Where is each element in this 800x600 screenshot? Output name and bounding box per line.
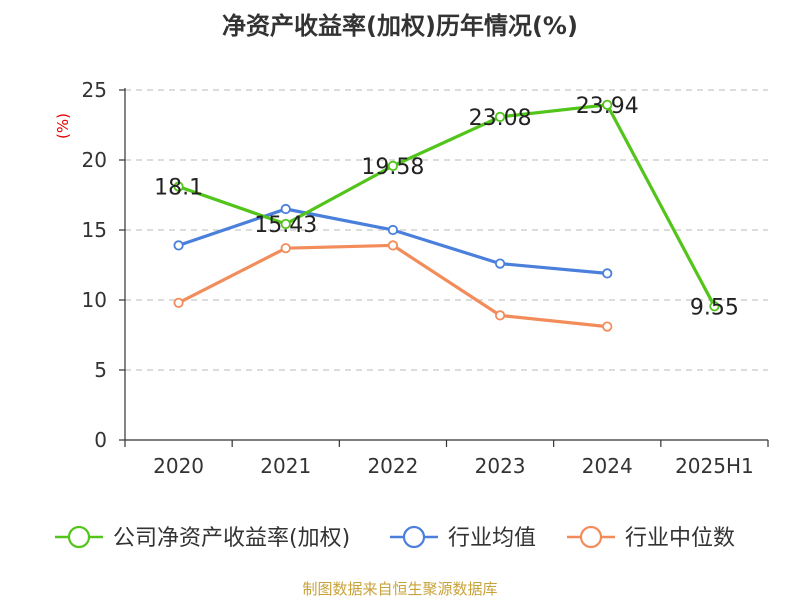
data-point xyxy=(173,240,184,251)
data-point xyxy=(387,240,399,251)
series-lines xyxy=(173,99,720,332)
data-point xyxy=(280,203,291,215)
legend-label: 公司净资产收益率(加权) xyxy=(113,526,350,551)
x-tick-label: 2022 xyxy=(367,454,418,478)
y-axis: 0 5 10 15 20 25 xyxy=(82,78,126,452)
series-line xyxy=(177,243,608,329)
y-tick-label: 25 xyxy=(82,78,107,102)
data-point xyxy=(709,301,720,312)
data-label: 15.43 xyxy=(254,213,317,238)
legend-swatch-marker xyxy=(579,525,603,549)
data-label: 9.55 xyxy=(690,295,739,320)
data-point xyxy=(602,268,613,279)
source-note: 制图数据来自恒生聚源数据库 xyxy=(302,580,497,598)
data-label: 18.1 xyxy=(154,176,203,201)
data-point xyxy=(280,243,291,254)
x-tick-label: 2021 xyxy=(260,454,311,478)
legend-swatch-marker xyxy=(402,525,426,549)
data-point xyxy=(387,160,399,171)
x-tick-label: 2024 xyxy=(582,454,633,478)
x-tick-label: 2023 xyxy=(475,454,526,478)
legend-swatch-marker xyxy=(67,525,91,549)
data-label: 23.94 xyxy=(576,94,639,119)
data-point xyxy=(602,321,613,332)
legend-label: 行业中位数 xyxy=(625,526,735,551)
x-tick-label: 2020 xyxy=(153,454,204,478)
y-tick-label: 5 xyxy=(94,358,107,382)
data-label: 19.58 xyxy=(361,155,424,180)
chart-title: 净资产收益率(加权)历年情况(%) xyxy=(222,12,578,40)
data-label: 23.08 xyxy=(469,106,532,131)
y-tick-label: 20 xyxy=(82,148,107,172)
data-point xyxy=(280,218,291,230)
x-axis: 2020 2021 2022 2023 2024 2025H1 xyxy=(124,439,769,478)
y-tick-label: 0 xyxy=(94,428,107,452)
data-point xyxy=(387,224,399,236)
data-point xyxy=(494,310,506,321)
data-point xyxy=(494,111,506,122)
y-tick-label: 15 xyxy=(82,218,107,242)
data-point xyxy=(173,297,184,308)
series-line xyxy=(178,103,716,308)
y-tick-label: 10 xyxy=(82,288,107,312)
data-labels: 18.1 15.43 19.58 23.08 23.94 9.55 xyxy=(154,94,739,320)
grid-lines xyxy=(125,89,768,371)
legend-label: 行业均值 xyxy=(448,526,536,551)
legend[interactable]: 公司净资产收益率(加权) 行业均值 行业中位数 xyxy=(55,525,735,551)
data-point xyxy=(494,258,506,269)
x-tick-label: 2025H1 xyxy=(675,454,754,478)
data-point xyxy=(602,99,613,110)
data-point xyxy=(173,181,184,192)
y-axis-unit-label: (%) xyxy=(54,113,72,139)
